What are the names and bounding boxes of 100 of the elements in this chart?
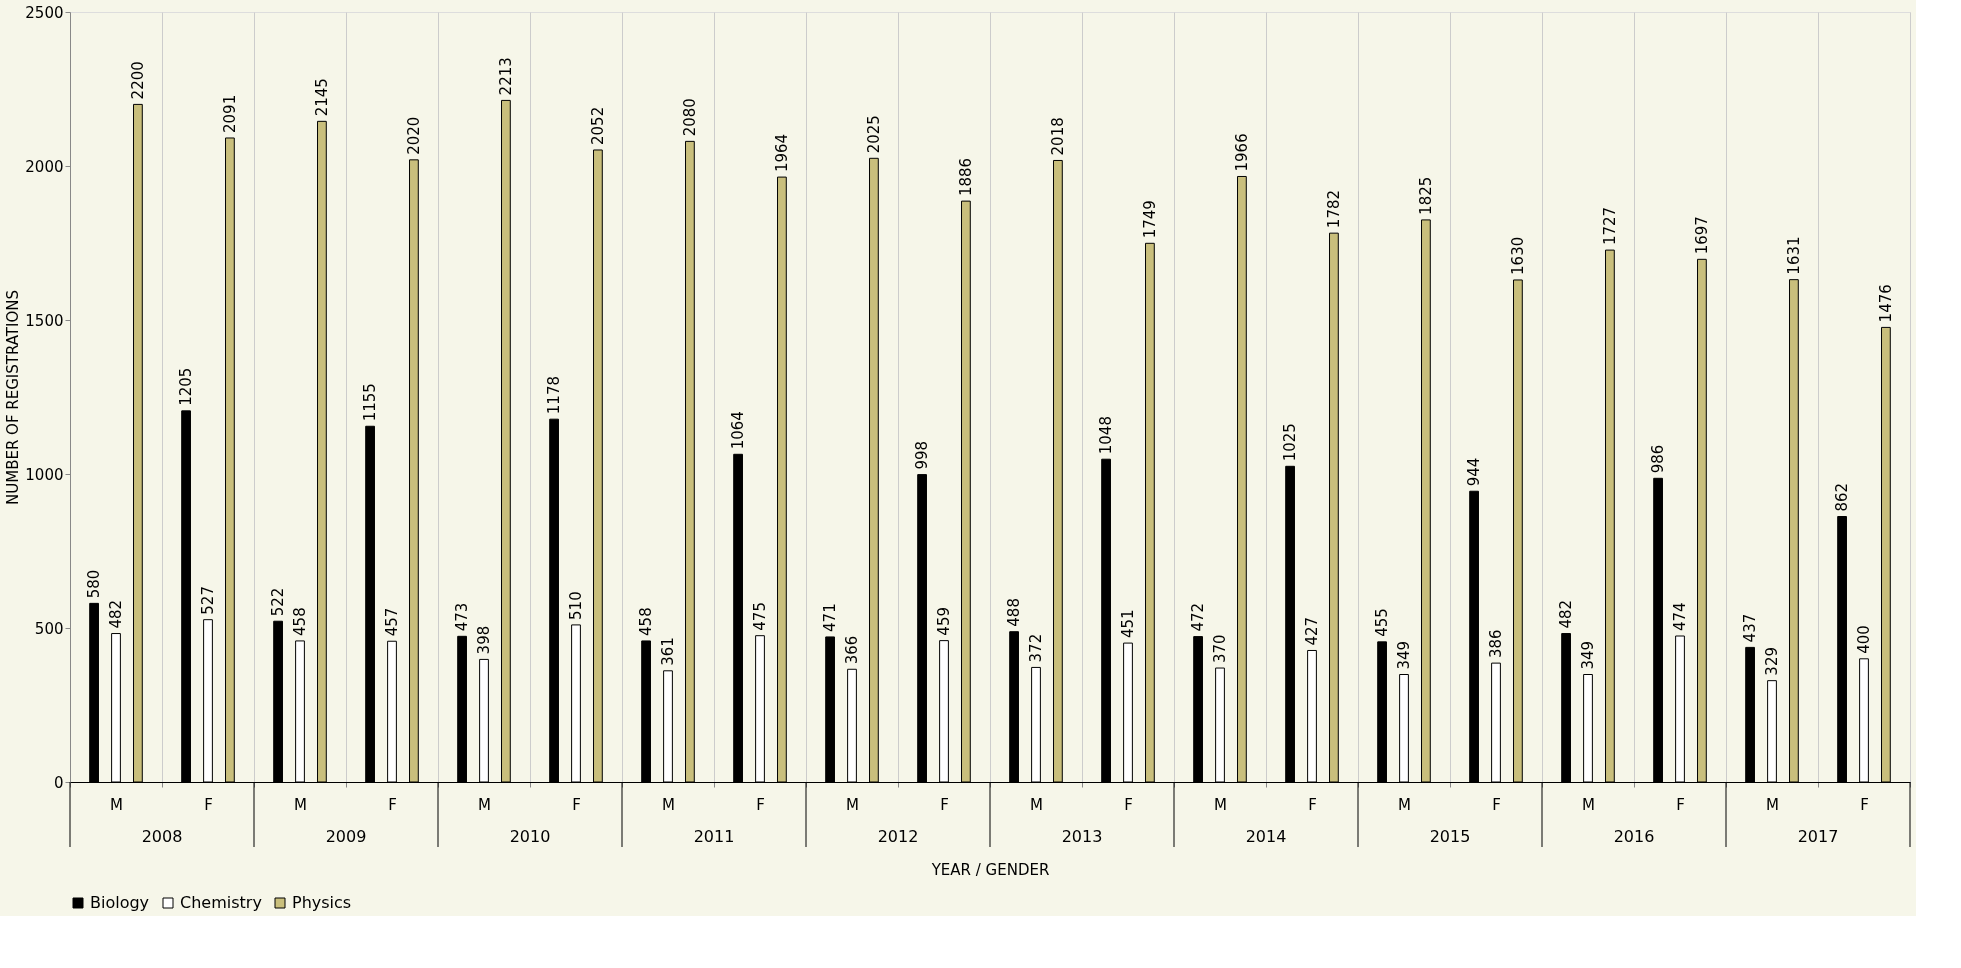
data-label: 1964	[772, 133, 791, 173]
data-label: 488	[1005, 598, 1024, 627]
data-label: 386	[1487, 629, 1505, 659]
x-tick-label: M	[478, 795, 491, 814]
text: 2014	[1245, 827, 1287, 846]
data-label: 1630	[1508, 236, 1527, 275]
x-tick-label: F	[204, 795, 213, 814]
data-label: 372	[1027, 633, 1045, 663]
data-label: 2200	[128, 61, 147, 100]
data-label: 580	[85, 569, 104, 599]
x-tick-label: F	[572, 795, 581, 814]
data-label: 471	[821, 603, 840, 632]
data-label: 427	[1303, 616, 1321, 646]
data-label: 986	[1649, 444, 1668, 474]
x-tick-label: F	[1308, 795, 1317, 814]
data-label: 482	[1557, 599, 1576, 629]
x-tick-label: M	[1766, 795, 1779, 814]
data-label: 2080	[680, 98, 699, 137]
text: 2008	[141, 827, 183, 846]
data-label: 510	[567, 591, 585, 620]
x-tick-label: F	[388, 795, 397, 814]
data-label: 2213	[496, 57, 515, 96]
data-label: 527	[199, 586, 217, 615]
data-label: 1178	[545, 375, 564, 415]
data-label: 458	[291, 607, 309, 636]
data-label: 1966	[1232, 133, 1251, 172]
data-label: 1205	[177, 367, 196, 406]
x-tick-label: M	[1398, 795, 1411, 814]
y-axis-title: NUMBER OF REGISTRATIONS	[4, 290, 23, 505]
y-tick-label: 1000	[25, 465, 64, 484]
data-label: 2018	[1048, 117, 1067, 156]
data-label: 451	[1119, 609, 1137, 639]
data-label: 349	[1395, 640, 1413, 670]
text: 2012	[877, 827, 919, 846]
data-label: 475	[751, 602, 769, 631]
x-tick-label: M	[1582, 795, 1595, 814]
data-label: 2052	[588, 106, 607, 145]
x-tick-label: M	[110, 795, 123, 814]
data-label: 1155	[361, 383, 380, 422]
data-label: 1782	[1324, 189, 1343, 229]
y-tick-label: 2500	[25, 3, 64, 22]
data-label: 1825	[1416, 176, 1435, 215]
x-tick-label: F	[1492, 795, 1501, 814]
text: 2016	[1613, 827, 1655, 846]
data-label: 457	[383, 607, 401, 637]
data-label: 370	[1211, 634, 1229, 664]
data-label: 2025	[864, 115, 883, 154]
legend-label: Physics	[292, 893, 352, 912]
data-label: 472	[1189, 602, 1208, 632]
data-label: 349	[1579, 640, 1597, 670]
data-label: 998	[913, 440, 932, 470]
data-label: 366	[843, 635, 861, 665]
x-tick-label: M	[1030, 795, 1043, 814]
data-label: 458	[637, 607, 656, 636]
text: 2015	[1429, 827, 1471, 846]
legend-label: Biology	[90, 893, 150, 912]
data-label: 522	[269, 587, 288, 617]
data-label: 398	[475, 625, 493, 655]
y-tick-label: 500	[34, 619, 64, 638]
data-label: 1727	[1600, 206, 1619, 246]
data-label: 862	[1833, 482, 1852, 512]
data-label: 459	[935, 606, 953, 636]
text: 2009	[325, 827, 367, 846]
text: 2010	[509, 827, 551, 846]
x-axis-title: YEAR / GENDER	[930, 860, 1050, 879]
data-label: 455	[1373, 608, 1392, 637]
data-label: 944	[1465, 457, 1484, 487]
data-label: 474	[1671, 602, 1689, 632]
x-tick-label: F	[1676, 795, 1685, 814]
y-tick-label: 2000	[25, 157, 64, 176]
text: 2011	[693, 827, 735, 846]
data-label: 1886	[956, 157, 975, 197]
data-label: 400	[1855, 625, 1873, 654]
data-label: 2145	[312, 78, 331, 117]
text: 2013	[1061, 827, 1103, 846]
x-tick-label: M	[846, 795, 859, 814]
y-tick-label: 0	[53, 773, 64, 792]
data-label: 1476	[1876, 284, 1895, 323]
x-tick-label: M	[662, 795, 675, 814]
x-tick-label: M	[294, 795, 307, 814]
data-label: 1048	[1097, 416, 1116, 455]
x-tick-label: F	[940, 795, 949, 814]
y-tick-label: 1500	[25, 311, 64, 330]
x-tick-label: F	[1124, 795, 1133, 814]
data-label: 482	[107, 599, 125, 629]
data-label: 361	[659, 637, 677, 666]
x-tick-label: F	[756, 795, 765, 814]
x-tick-label: F	[1860, 795, 1869, 814]
data-label: 437	[1741, 613, 1760, 643]
data-label: 2020	[404, 116, 423, 155]
x-tick-label: M	[1214, 795, 1227, 814]
text: 2017	[1797, 827, 1839, 846]
legend-label: Chemistry	[180, 893, 262, 912]
data-label: 1697	[1692, 216, 1711, 255]
data-label: 1064	[729, 411, 748, 450]
data-label: 2091	[220, 94, 239, 133]
data-label: 329	[1763, 647, 1781, 676]
data-label: 1749	[1140, 200, 1159, 239]
data-label: 1631	[1784, 236, 1803, 275]
data-label: 473	[453, 602, 472, 632]
